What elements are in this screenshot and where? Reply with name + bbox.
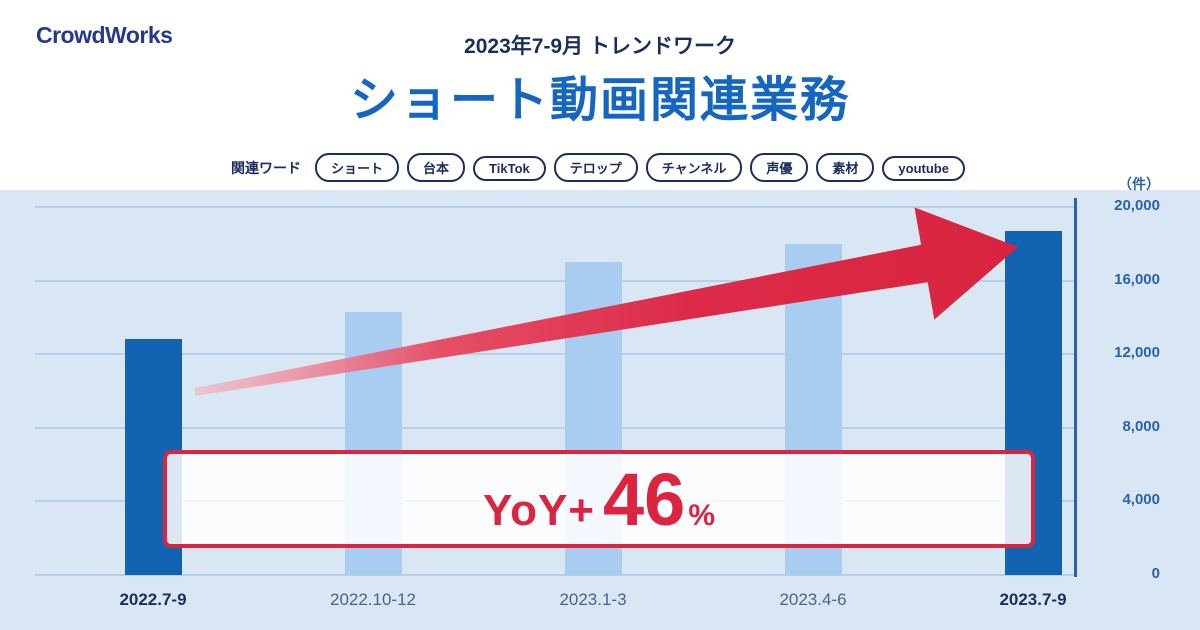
y-axis-unit-label: （件） bbox=[1118, 176, 1160, 192]
y-axis-line bbox=[1074, 198, 1077, 577]
y-tick-label: 0 bbox=[1151, 565, 1160, 582]
y-tick-label: 16,000 bbox=[1114, 270, 1160, 288]
gridline bbox=[35, 426, 1075, 429]
x-axis-label: 2023.4-6 bbox=[779, 590, 847, 609]
keyword-tag: 台本 bbox=[407, 153, 466, 182]
yoy-annotation-text: YoY+ 46% bbox=[483, 457, 715, 542]
keyword-tag: 声優 bbox=[750, 153, 809, 182]
gridline bbox=[35, 206, 1075, 208]
keyword-tag: チャンネル bbox=[645, 153, 743, 182]
crowdworks-logo: CrowdWorks bbox=[36, 22, 173, 48]
y-tick-label: 12,000 bbox=[1114, 344, 1160, 362]
keyword-tag: youtube bbox=[882, 156, 965, 181]
yoy-suffix: % bbox=[688, 498, 715, 532]
keyword-tag-list: ショート 台本 TikTok テロップ チャンネル 声優 素材 youtube bbox=[311, 153, 969, 182]
y-tick-label: 8,000 bbox=[1122, 417, 1160, 435]
header: CrowdWorks 2023年7-9月 トレンドワーク ショート動画関連業務 … bbox=[0, 0, 1200, 190]
keywords-row: 関連ワード ショート 台本 TikTok テロップ チャンネル 声優 素材 youtube bbox=[0, 153, 1200, 182]
keyword-tag: ショート bbox=[315, 153, 400, 182]
x-axis-label: 2022.10-12 bbox=[329, 590, 417, 609]
x-axis-label: 2023.7-9 bbox=[999, 590, 1067, 609]
gridline bbox=[35, 353, 1075, 356]
y-tick-label: 4,000 bbox=[1122, 491, 1160, 509]
y-tick-label: 20,000 bbox=[1114, 197, 1160, 214]
yoy-annotation: YoY+ 46% bbox=[163, 450, 1035, 548]
gridline bbox=[35, 574, 1075, 576]
yoy-value: 46 bbox=[603, 457, 686, 541]
keyword-tag: 素材 bbox=[816, 153, 875, 182]
chart-section: （件） YoY+ 46% 0 4,000 8,000 12,000 16,000 20,00… bbox=[0, 176, 1200, 630]
keyword-tag: テロップ bbox=[553, 153, 638, 182]
keyword-tag: TikTok bbox=[473, 156, 546, 181]
report-subtitle: 2023年7-9月 トレンドワーク bbox=[464, 35, 736, 58]
gridline bbox=[35, 279, 1075, 282]
page-title: ショート動画関連業務 bbox=[349, 74, 850, 127]
yoy-prefix: YoY+ bbox=[482, 485, 595, 535]
keywords-label: 関連ワード bbox=[231, 159, 302, 176]
x-axis-label: 2023.1-3 bbox=[559, 590, 627, 609]
x-axis-label: 2022.7-9 bbox=[119, 590, 187, 609]
